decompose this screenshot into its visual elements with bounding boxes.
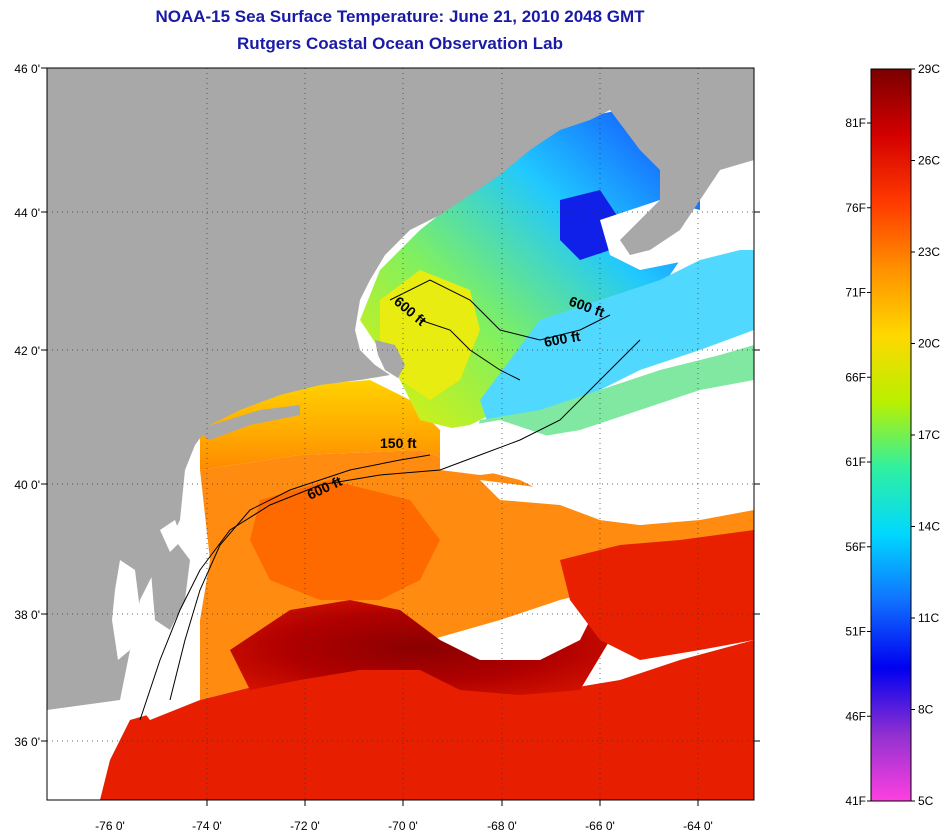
lat-label: 42 0': [14, 344, 40, 358]
colorbar-celsius-label: 26C: [918, 154, 940, 168]
lon-label: -68 0': [487, 819, 517, 833]
lon-label: -76 0': [95, 819, 125, 833]
lat-label: 38 0': [14, 608, 40, 622]
colorbar-gradient: [870, 68, 912, 802]
colorbar-celsius-label: 23C: [918, 245, 940, 259]
lon-label: -66 0': [585, 819, 615, 833]
cape-cod-land: [375, 340, 405, 378]
bay-of-fundy-sst: [560, 190, 620, 260]
lat-label: 40 0': [14, 478, 40, 492]
nova-scotia-land: [610, 70, 754, 255]
colorbar-celsius-label: 14C: [918, 520, 940, 534]
colorbar-celsius-label: 29C: [918, 62, 940, 76]
map-frame: [46, 67, 755, 801]
colorbar-celsius-label: 11C: [918, 611, 939, 625]
contour-600ft-line: [139, 339, 641, 721]
cloud-patch: [440, 420, 620, 480]
lat-label: 36 0': [14, 735, 40, 749]
colorbar-fahrenheit-label: 76F: [845, 201, 866, 215]
lon-label: -70 0': [388, 819, 418, 833]
scotian-shelf-sst: [480, 250, 754, 430]
shelf-water-sst: [200, 380, 480, 470]
contour-label: 600 ft: [543, 328, 582, 350]
contour-label: 150 ft: [380, 435, 417, 451]
cool-band-sst: [470, 345, 754, 450]
contour-150ft-line: [169, 454, 431, 701]
delaware-bay-water: [160, 520, 182, 552]
delmarva-land: [150, 540, 190, 630]
colorbar-fahrenheit-label: 71F: [845, 286, 866, 300]
lat-label: 46 0': [14, 62, 40, 76]
colorbar-fahrenheit-label: 51F: [845, 625, 866, 639]
southern-red-sst: [100, 640, 754, 800]
colorbar-celsius-label: 17C: [918, 428, 940, 442]
colorbar-fahrenheit-label: 46F: [845, 709, 866, 723]
colorbar-celsius-label: 5C: [918, 794, 934, 808]
map-subtitle: Rutgers Coastal Ocean Observation Lab: [237, 34, 563, 53]
eastern-red-sst: [560, 530, 754, 660]
colorbar-fahrenheit-label: 66F: [845, 370, 866, 384]
colorbar-celsius-label: 8C: [918, 703, 934, 717]
cloud-patch: [480, 480, 720, 525]
contour-gom-line: [389, 279, 611, 341]
lon-label: -72 0': [290, 819, 320, 833]
colorbar-fahrenheit-label: 61F: [845, 455, 866, 469]
warm-core-sst: [250, 480, 440, 600]
gulf-stream-sst: [230, 600, 610, 695]
long-island-land: [195, 405, 300, 440]
colorbar-fahrenheit-label: 56F: [845, 540, 866, 554]
colorbar-fahrenheit-label: 41F: [845, 794, 866, 808]
map-title: NOAA-15 Sea Surface Temperature: June 21…: [155, 7, 645, 26]
colorbar-fahrenheit-label: 81F: [845, 116, 866, 130]
lon-label: -64 0': [683, 819, 713, 833]
contour-gom-basin-line: [419, 319, 521, 381]
colorbar-celsius-label: 20C: [918, 337, 940, 351]
land-mass: [47, 68, 754, 710]
lon-label: -74 0': [192, 819, 222, 833]
chesapeake-water: [112, 560, 140, 660]
georges-bank-sst: [380, 270, 480, 400]
lat-label: 44 0': [14, 206, 40, 220]
